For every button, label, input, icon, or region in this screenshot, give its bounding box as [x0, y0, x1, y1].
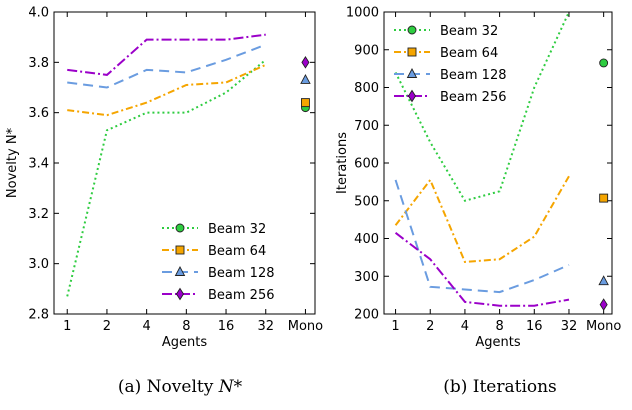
legend-marker: [406, 68, 418, 78]
y-axis-label: Iterations: [335, 132, 350, 194]
y-tick-label: 1000: [346, 6, 379, 21]
x-tick-label: 32: [561, 319, 578, 334]
y-tick-label: 4.0: [28, 6, 49, 21]
x-tick-label: 8: [495, 319, 503, 334]
mono-marker: [301, 55, 310, 69]
plot-frame: [53, 11, 316, 315]
series-line: [67, 43, 267, 89]
y-axis-label: Novelty N*: [5, 127, 20, 198]
mono-marker: [599, 193, 609, 203]
x-tick-label: 16: [218, 319, 235, 334]
legend-label: Beam 256: [440, 90, 507, 105]
iterations-panel: 200 300 400 500 600 700 800 900 1000 1 2 4 8 16 32 Mono…: [335, 6, 621, 398]
series-line: [394, 12, 570, 202]
x-tick-label: 32: [257, 319, 274, 334]
legend-label: Beam 32: [208, 222, 266, 237]
legend-label: Beam 128: [440, 68, 507, 83]
y-tick-label: 3.8: [28, 56, 49, 71]
y-tick-label: 500: [354, 194, 379, 209]
x-tick-label: Mono: [288, 319, 323, 334]
legend-label: Beam 128: [208, 266, 275, 281]
legend-marker: [174, 266, 186, 276]
legend-marker: [175, 287, 185, 301]
legend-label: Beam 64: [440, 46, 498, 61]
legend-marker: [407, 25, 417, 35]
y-tick-label: 3.2: [28, 207, 49, 222]
series-line: [66, 59, 267, 297]
series-line: [394, 179, 570, 294]
legend-label: Beam 256: [208, 288, 275, 303]
mono-marker: [300, 98, 310, 108]
legend-marker: [407, 47, 417, 57]
mono-marker: [599, 298, 608, 311]
x-tick-label: 2: [103, 319, 111, 334]
x-tick-label: 8: [182, 319, 190, 334]
series-line: [394, 175, 570, 263]
mono-marker: [598, 275, 609, 286]
mono-marker: [599, 58, 609, 68]
legend-marker: [175, 223, 185, 233]
series-line: [67, 63, 267, 117]
legend-marker: [175, 245, 185, 255]
legend-marker: [407, 89, 417, 103]
legend-label: Beam 64: [208, 244, 266, 259]
x-tick-label: Mono: [586, 319, 621, 334]
legend-label: Beam 32: [440, 24, 498, 39]
series-line: [67, 33, 266, 76]
novelty-panel: 2.8 3.0 3.2 3.4 3.6 3.8 4.0 1 2 4 8 16 32 Mono Agents N…: [5, 6, 323, 398]
y-tick-label: 3.4: [28, 157, 49, 172]
x-tick-label: 4: [461, 319, 469, 334]
series-line: [394, 232, 570, 307]
x-tick-label: 1: [63, 319, 71, 334]
y-tick-label: 800: [354, 81, 379, 96]
y-tick-label: 600: [354, 157, 379, 172]
x-tick-label: 1: [391, 319, 399, 334]
panel-caption: (a) Novelty N*: [118, 377, 243, 397]
mono-marker: [300, 73, 311, 84]
x-tick-label: 16: [526, 319, 543, 334]
y-tick-label: 700: [354, 119, 379, 134]
x-tick-label: 4: [142, 319, 150, 334]
y-tick-label: 400: [354, 232, 379, 247]
y-tick-label: 300: [354, 270, 379, 285]
x-tick-label: 2: [426, 319, 434, 334]
y-tick-label: 2.8: [28, 308, 49, 323]
x-axis-label: Agents: [475, 335, 520, 350]
y-tick-label: 900: [354, 43, 379, 58]
y-tick-label: 3.6: [28, 106, 49, 121]
y-tick-label: 200: [354, 308, 379, 323]
x-axis-label: Agents: [162, 335, 207, 350]
panel-caption: (b) Iterations: [443, 377, 557, 397]
y-tick-label: 3.0: [28, 257, 49, 272]
